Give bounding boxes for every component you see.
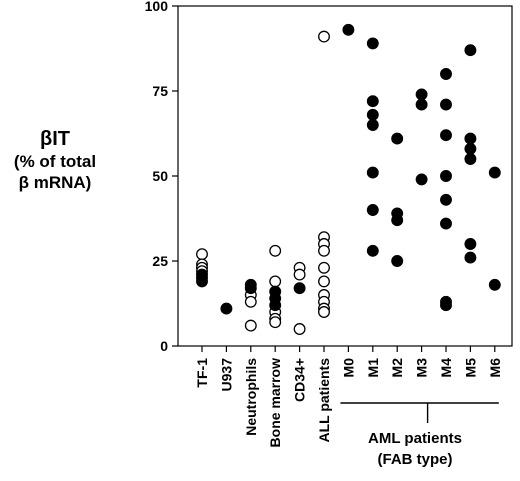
- filled-point: [220, 302, 233, 315]
- filled-point: [440, 217, 452, 230]
- open-point: [244, 295, 257, 308]
- filled-point: [366, 204, 379, 216]
- filled-point: [366, 166, 379, 179]
- x-tick-label: TF-1: [194, 358, 210, 388]
- x-tick-label: Neutrophils: [243, 358, 259, 436]
- aml-group-label-line-1: AML patients: [368, 430, 462, 447]
- aml-bracket: [340, 402, 499, 423]
- filled-point: [366, 95, 379, 108]
- filled-point: [440, 68, 452, 80]
- filled-point: [269, 299, 282, 312]
- filled-point: [415, 173, 428, 186]
- filled-point: [440, 299, 452, 312]
- filled-point: [196, 275, 208, 288]
- x-tick-label: M6: [487, 358, 503, 378]
- open-point: [269, 275, 282, 288]
- filled-point: [488, 166, 501, 179]
- open-point: [196, 248, 208, 261]
- filled-point: [415, 88, 428, 101]
- y-tick-label: 100: [145, 0, 169, 14]
- aml-group-label-line-2: (FAB type): [377, 451, 453, 468]
- y-ticks: 0 25 50 75 100: [145, 0, 178, 354]
- x-tick-label: ALL patients: [316, 358, 332, 443]
- open-point: [244, 319, 257, 332]
- open-point: [318, 244, 330, 257]
- open-point: [293, 268, 306, 281]
- open-point: [269, 244, 282, 257]
- x-tick-label: Bone marrow: [267, 358, 283, 448]
- x-tick-label: M2: [389, 358, 405, 378]
- filled-point: [293, 282, 306, 295]
- filled-point: [391, 132, 404, 145]
- filled-point: [342, 23, 355, 36]
- axes: [177, 5, 513, 347]
- open-point: [318, 261, 330, 274]
- y-axis-label-line-3: β mRNA): [18, 173, 92, 192]
- open-point: [318, 306, 330, 318]
- filled-point: [391, 214, 404, 227]
- y-tick-label: 25: [152, 253, 168, 269]
- filled-point: [464, 132, 477, 145]
- filled-point: [391, 255, 404, 267]
- x-tick-label: M1: [365, 358, 381, 378]
- x-tick-label: M3: [414, 358, 430, 378]
- filled-point: [464, 251, 477, 264]
- filled-point: [244, 282, 257, 295]
- x-tick-label: M4: [438, 358, 454, 378]
- filled-point: [366, 108, 379, 121]
- filled-point: [440, 98, 452, 111]
- x-ticks: TF-1 U937 Neutrophils Bone marrow CD34+ ALL p…: [194, 346, 503, 447]
- y-axis-label-line-1: βIT: [40, 128, 70, 150]
- filled-point: [464, 153, 477, 165]
- filled-point: [366, 119, 379, 131]
- open-point: [318, 30, 330, 43]
- open-point: [318, 275, 330, 288]
- y-tick-label: 75: [152, 83, 168, 99]
- open-point: [269, 316, 282, 329]
- filled-point: [440, 129, 452, 142]
- filled-point: [488, 278, 501, 291]
- x-tick-label: U937: [218, 358, 234, 392]
- filled-point: [366, 37, 379, 50]
- filled-point: [464, 44, 477, 57]
- filled-point: [415, 98, 428, 111]
- y-tick-label: 50: [152, 168, 168, 184]
- filled-point: [440, 193, 452, 206]
- open-point: [293, 323, 306, 335]
- y-axis-label-line-2: (% of total: [13, 152, 97, 171]
- data-points: [196, 23, 501, 335]
- filled-point: [464, 142, 477, 155]
- filled-point: [440, 170, 452, 182]
- y-tick-label: 0: [160, 338, 168, 354]
- x-tick-label: M0: [340, 358, 356, 378]
- x-tick-label: M5: [462, 358, 478, 378]
- filled-point: [464, 238, 477, 250]
- plot-frame: [177, 5, 513, 347]
- filled-point: [366, 244, 379, 257]
- x-tick-label: CD34+: [292, 358, 308, 402]
